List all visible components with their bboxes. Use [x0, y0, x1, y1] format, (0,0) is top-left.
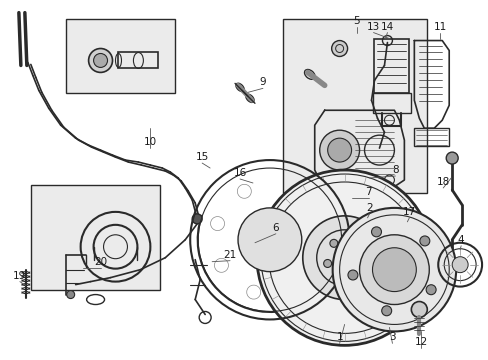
Circle shape — [340, 272, 348, 280]
Circle shape — [347, 270, 357, 280]
Text: 17: 17 — [402, 207, 415, 217]
Circle shape — [357, 259, 365, 267]
Circle shape — [66, 291, 75, 298]
Text: 8: 8 — [391, 165, 398, 175]
Text: 14: 14 — [380, 22, 393, 32]
Circle shape — [256, 170, 431, 345]
Bar — [65, 19, 175, 93]
Bar — [372, 93, 410, 113]
Text: 13: 13 — [366, 22, 379, 32]
Bar — [31, 185, 160, 289]
Circle shape — [425, 285, 435, 295]
Text: 16: 16 — [233, 168, 246, 178]
Bar — [282, 19, 427, 193]
Circle shape — [357, 208, 375, 226]
Text: 18: 18 — [436, 177, 449, 187]
Text: 3: 3 — [388, 332, 395, 342]
Text: 12: 12 — [414, 337, 427, 347]
Circle shape — [88, 49, 112, 72]
Text: 15: 15 — [195, 152, 208, 162]
Circle shape — [372, 248, 415, 292]
Bar — [118, 53, 158, 68]
Circle shape — [323, 260, 331, 267]
Bar — [397, 240, 411, 260]
Bar — [413, 128, 448, 146]
Circle shape — [410, 302, 427, 318]
Circle shape — [329, 239, 337, 247]
Circle shape — [331, 41, 347, 57]
Text: 20: 20 — [94, 257, 107, 267]
Text: 21: 21 — [223, 250, 236, 260]
Circle shape — [327, 138, 351, 162]
Text: 2: 2 — [366, 203, 372, 213]
Circle shape — [446, 152, 457, 164]
Circle shape — [371, 227, 381, 237]
Circle shape — [350, 239, 358, 247]
Circle shape — [336, 250, 352, 266]
Circle shape — [238, 208, 301, 272]
Circle shape — [359, 235, 428, 305]
Text: 5: 5 — [352, 15, 359, 26]
Circle shape — [419, 236, 429, 246]
Circle shape — [361, 212, 371, 222]
Circle shape — [319, 130, 359, 170]
Text: 11: 11 — [433, 22, 446, 32]
Circle shape — [332, 208, 455, 332]
Text: 4: 4 — [457, 235, 464, 245]
Text: 6: 6 — [272, 223, 279, 233]
Bar — [397, 228, 419, 240]
Circle shape — [93, 54, 107, 67]
Bar — [374, 39, 408, 93]
Text: 1: 1 — [336, 332, 342, 342]
Circle shape — [192, 214, 202, 224]
Circle shape — [381, 306, 391, 316]
Text: 7: 7 — [365, 187, 371, 197]
Text: 19: 19 — [13, 271, 26, 281]
Text: 9: 9 — [259, 77, 265, 87]
Text: 10: 10 — [143, 137, 157, 147]
Circle shape — [451, 257, 467, 273]
Circle shape — [302, 216, 386, 300]
